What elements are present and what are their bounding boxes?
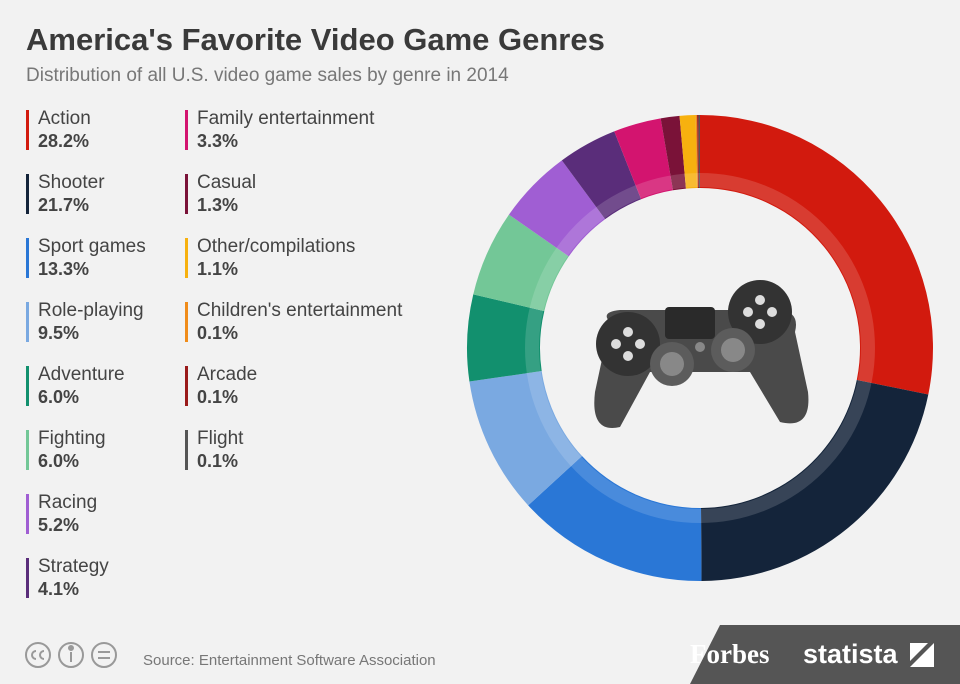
legend-label: Racing [38,492,97,513]
legend-label: Strategy [38,556,109,577]
legend-swatch [26,110,29,150]
legend-value: 1.1% [197,259,238,279]
legend-swatch [26,558,29,598]
legend-label: Action [38,108,91,129]
brand-band [690,625,960,684]
license-icons [25,642,117,668]
legend-value: 0.1% [197,387,238,407]
legend-swatch [26,302,29,342]
legend-swatch [185,430,188,470]
legend-label: Casual [197,172,256,193]
donut-slice [679,115,697,189]
donut-slice [469,371,582,506]
legend-swatch [26,430,29,470]
donut-slice [508,160,606,257]
brand: Forbes [690,639,769,669]
legend-label: Flight [197,428,244,449]
legend-value: 3.3% [197,131,238,151]
donut-slice [473,214,569,312]
controller-icon [594,280,809,428]
legend-value: 6.0% [38,387,79,407]
legend-swatch [26,174,29,214]
donut [467,115,933,582]
donut-slice [698,115,700,189]
legend-value: 13.3% [38,259,89,279]
legend-swatch [26,494,29,534]
donut-slice [561,131,642,220]
legend-value: 21.7% [38,195,89,215]
legend-label: Family entertainment [197,108,375,129]
chart-title: America's Favorite Video Game Genres [26,22,605,57]
donut-slice [614,118,673,200]
legend-label: Shooter [38,172,105,193]
legend-label: Adventure [38,364,125,385]
donut-slice [467,294,545,382]
donut-slice [660,115,686,191]
legend-swatch [185,238,188,278]
legend-swatch [185,110,188,150]
legend-value: 9.5% [38,323,79,343]
legend-label: Children's entertainment [197,300,403,321]
legend-value: 6.0% [38,451,79,471]
legend-value: 5.2% [38,515,79,535]
legend-value: 28.2% [38,131,89,151]
legend-label: Role-playing [38,300,144,321]
legend-value: 1.3% [197,195,238,215]
inner-ring [525,173,875,523]
legend-swatch [26,238,29,278]
chart-subtitle: Distribution of all U.S. video game sale… [26,65,509,86]
legend-value: 0.1% [197,451,238,471]
legend-swatch [185,366,188,406]
legend-swatch [26,366,29,406]
publisher-logo [910,643,934,667]
donut-slice [528,456,702,582]
donut-slice [701,379,929,581]
donut-slice [700,115,933,395]
donut-slice [697,115,699,189]
source: Source: Entertainment Software Associati… [143,652,436,669]
legend-value: 0.1% [197,323,238,343]
legend-value: 4.1% [38,579,79,599]
legend-label: Fighting [38,428,106,449]
legend-swatch [185,302,188,342]
publisher: statista [803,639,899,669]
legend-swatch [185,174,188,214]
legend-label: Other/compilations [197,236,355,257]
legend-label: Sport games [38,236,146,257]
legend-label: Arcade [197,364,257,385]
donut-slice [695,115,698,189]
